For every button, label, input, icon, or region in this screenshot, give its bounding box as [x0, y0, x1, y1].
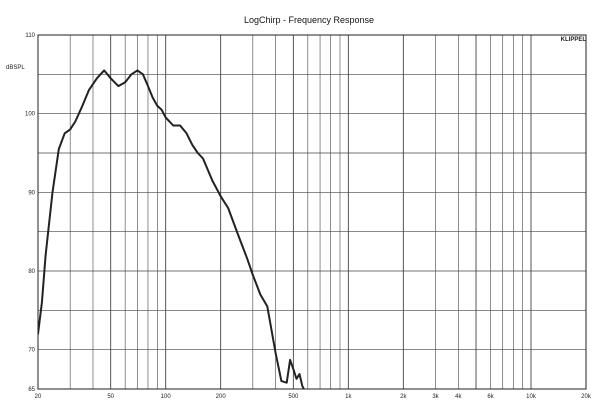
y-tick-label: 90: [28, 190, 35, 196]
x-tick-label: 20k: [581, 394, 592, 400]
x-tick-label: 1k: [345, 394, 352, 400]
y-axis-ticks: 110 100 90 80 70 65: [25, 33, 36, 393]
y-tick-label: 70: [28, 348, 35, 354]
x-tick-label: 2k: [400, 394, 407, 400]
y-tick-label: 100: [25, 112, 36, 118]
y-tick-label: 110: [25, 33, 35, 39]
y-axis-unit-label: dBSPL: [6, 65, 25, 71]
x-tick-label: 50: [107, 394, 114, 400]
x-tick-label: 4k: [455, 394, 462, 400]
x-axis-ticks: 20 50 100 200 500 1k 2k 3k 4k 6k 10k 20k: [35, 394, 592, 400]
y-tick-label: 65: [28, 387, 35, 393]
plot-frame: [37, 34, 587, 390]
x-tick-label: 3k: [432, 394, 439, 400]
series-line-frequency-response: [38, 69, 306, 389]
x-tick-label: 200: [216, 394, 227, 400]
x-tick-label: 10k: [526, 394, 537, 400]
chart-title: LogChirp - Frequency Response: [244, 15, 374, 25]
x-tick-label: 500: [288, 394, 299, 400]
x-tick-label: 20: [35, 394, 42, 400]
series-layer: [38, 69, 306, 389]
x-tick-label: 100: [161, 394, 172, 400]
grid-lines: [37, 34, 587, 390]
x-tick-label: 6k: [487, 394, 494, 400]
klippel-badge: KLIPPEL: [561, 37, 587, 43]
y-tick-label: 80: [28, 269, 35, 275]
